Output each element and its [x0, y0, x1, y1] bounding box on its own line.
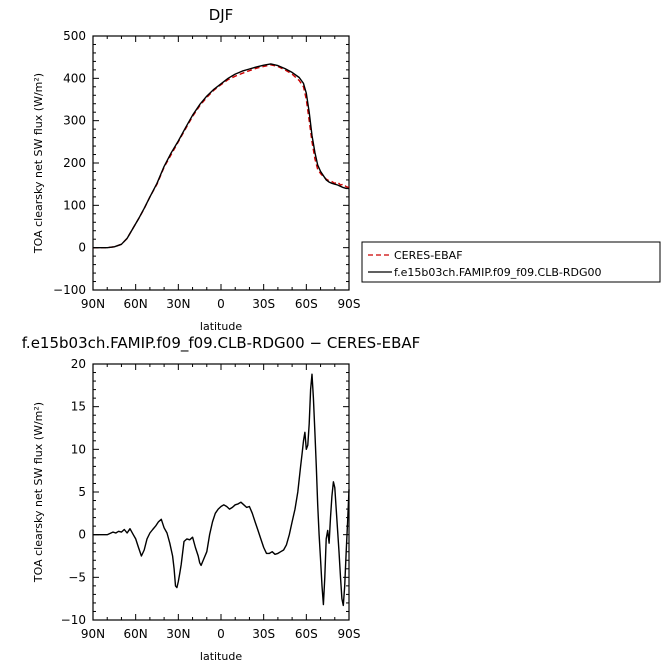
y-tick-label: 0 — [78, 241, 86, 255]
y-tick-label: 200 — [63, 156, 86, 170]
x-tick-label: 60N — [124, 627, 148, 641]
y-tick-label: 10 — [71, 442, 86, 456]
x-tick-label: 90N — [81, 627, 105, 641]
top-chart-ylabel: TOA clearsky net SW flux (W/m²) — [32, 73, 45, 254]
x-tick-label: 30S — [252, 627, 275, 641]
y-tick-label: 400 — [63, 71, 86, 85]
x-tick-label: 90S — [338, 297, 361, 311]
x-tick-label: 60N — [124, 297, 148, 311]
x-tick-label: 30N — [166, 627, 190, 641]
x-tick-label: 0 — [217, 627, 225, 641]
bottom-chart: f.e15b03ch.FAMIP.f09_f09.CLB-RDG00 − CER… — [22, 334, 421, 663]
series-line-0 — [93, 373, 350, 607]
top-chart: DJF latitude TOA clearsky net SW flux (W… — [32, 6, 360, 333]
x-tick-label: 60S — [295, 297, 318, 311]
x-tick-label: 60S — [295, 627, 318, 641]
x-tick-label: 30N — [166, 297, 190, 311]
y-tick-label: 5 — [78, 485, 86, 499]
y-tick-label: −10 — [61, 613, 86, 627]
bottom-chart-title: f.e15b03ch.FAMIP.f09_f09.CLB-RDG00 − CER… — [22, 334, 421, 353]
x-tick-label: 30S — [252, 297, 275, 311]
legend-box — [361, 241, 661, 283]
legend-label-model: f.e15b03ch.FAMIP.f09_f09.CLB-RDG00 — [394, 266, 602, 279]
bottom-chart-xlabel: latitude — [200, 650, 242, 663]
y-tick-label: 300 — [63, 114, 86, 128]
legend-label-ceres: CERES-EBAF — [394, 249, 463, 262]
y-tick-label: 15 — [71, 400, 86, 414]
y-tick-label: 20 — [71, 357, 86, 371]
x-tick-label: 0 — [217, 297, 225, 311]
bottom-chart-ylabel: TOA clearsky net SW flux (W/m²) — [32, 402, 45, 583]
top-chart-title: DJF — [209, 6, 234, 24]
y-tick-label: 0 — [78, 528, 86, 542]
plot-frame — [92, 35, 350, 291]
series-line-1 — [93, 63, 349, 249]
y-tick-label: 100 — [63, 198, 86, 212]
legend: CERES-EBAF f.e15b03ch.FAMIP.f09_f09.CLB-… — [361, 241, 661, 283]
series-line-0 — [93, 64, 350, 249]
y-tick-label: −100 — [53, 283, 86, 297]
x-tick-label: 90N — [81, 297, 105, 311]
y-tick-label: −5 — [68, 570, 86, 584]
x-tick-label: 90S — [338, 627, 361, 641]
top-chart-xlabel: latitude — [200, 320, 242, 333]
y-tick-label: 500 — [63, 29, 86, 43]
